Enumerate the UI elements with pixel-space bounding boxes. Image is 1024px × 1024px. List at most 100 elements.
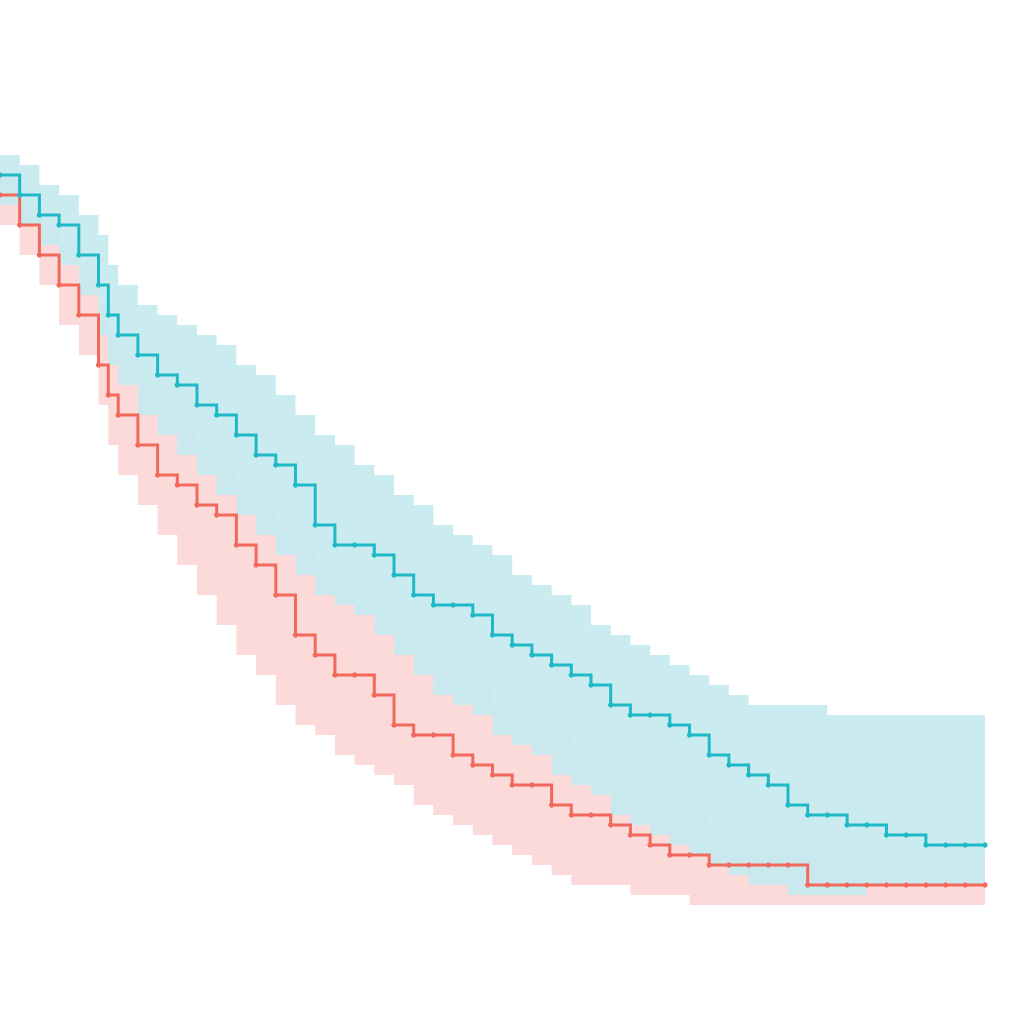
data-point-red-47 [903,882,909,888]
data-point-red-4 [76,312,82,318]
data-point-teal-0 [0,172,3,178]
data-point-teal-32 [608,702,614,708]
censor-markers [0,172,988,888]
data-point-red-33 [627,832,634,838]
confidence-band-red [0,175,985,905]
data-point-teal-48 [923,842,929,848]
data-point-red-5 [95,362,102,368]
data-point-red-34 [647,842,653,848]
data-point-red-51 [982,882,988,888]
data-point-teal-7 [115,332,121,338]
data-point-teal-21 [391,572,397,578]
data-point-red-0 [0,192,3,198]
data-point-red-35 [667,852,673,858]
data-point-teal-16 [292,482,299,488]
data-point-teal-13 [233,432,239,438]
data-point-teal-5 [95,282,102,288]
data-point-red-2 [36,252,43,258]
data-point-teal-12 [214,412,220,418]
data-point-red-3 [56,282,62,288]
data-point-red-28 [529,782,535,788]
data-point-red-8 [135,442,141,448]
data-point-teal-51 [982,842,988,848]
data-point-teal-6 [105,312,111,318]
data-point-teal-45 [864,822,870,828]
data-point-red-17 [312,652,318,658]
data-point-red-24 [450,752,456,758]
data-point-red-44 [844,882,850,888]
data-point-teal-34 [647,712,653,718]
data-point-teal-1 [17,192,23,198]
data-point-teal-33 [627,712,634,718]
data-point-red-23 [430,732,436,738]
data-point-red-16 [292,632,299,638]
data-point-teal-27 [509,642,515,648]
data-point-red-10 [174,482,180,488]
data-point-red-49 [943,882,949,888]
data-point-teal-20 [371,552,377,558]
data-point-red-21 [391,722,397,728]
data-point-teal-46 [883,832,890,838]
data-point-red-32 [608,822,614,828]
data-point-red-38 [726,862,732,868]
data-point-teal-15 [273,462,279,468]
data-point-red-18 [332,672,338,678]
data-point-teal-26 [489,632,496,638]
data-point-red-43 [824,882,831,888]
data-point-red-41 [785,862,791,868]
data-point-teal-3 [56,222,62,228]
data-point-red-25 [470,762,476,768]
data-point-teal-38 [726,762,732,768]
data-point-red-14 [253,562,259,568]
data-point-teal-44 [844,822,850,828]
confidence-bands [0,155,985,905]
data-point-red-30 [568,812,574,818]
data-point-teal-40 [765,782,771,788]
data-point-teal-24 [450,602,456,608]
data-point-red-22 [411,732,417,738]
data-point-teal-35 [667,722,673,728]
data-point-red-9 [155,472,161,478]
confidence-band-teal [0,155,985,895]
data-point-teal-4 [76,252,82,258]
data-point-red-45 [864,882,870,888]
data-point-teal-36 [686,732,693,738]
data-point-red-39 [746,862,752,868]
data-point-red-31 [588,812,594,818]
data-point-teal-10 [174,382,180,388]
data-point-teal-47 [903,832,909,838]
data-point-teal-22 [411,592,417,598]
data-point-teal-25 [470,612,476,618]
data-point-teal-8 [135,352,141,358]
data-point-red-15 [273,592,279,598]
data-point-teal-41 [785,802,791,808]
data-point-red-36 [686,852,693,858]
data-point-teal-30 [568,672,574,678]
data-point-teal-11 [194,402,200,408]
data-point-red-12 [214,512,220,518]
data-point-red-48 [923,882,929,888]
data-point-red-27 [509,782,515,788]
data-point-teal-31 [588,682,594,688]
data-point-teal-42 [805,812,811,818]
data-point-red-29 [549,802,555,808]
data-point-teal-50 [962,842,968,848]
data-point-red-1 [17,222,23,228]
data-point-red-7 [115,412,121,418]
data-point-teal-9 [155,372,161,378]
data-point-teal-37 [706,752,712,758]
data-point-red-20 [371,692,377,698]
data-point-teal-29 [549,662,555,668]
data-point-red-19 [352,672,358,678]
data-point-red-13 [233,542,239,548]
data-point-teal-39 [746,772,752,778]
data-point-teal-18 [332,542,338,548]
data-point-red-6 [105,392,111,398]
data-point-red-11 [194,502,200,508]
data-point-teal-43 [824,812,831,818]
data-point-red-42 [805,882,811,888]
data-point-teal-2 [36,212,43,218]
data-point-teal-23 [430,602,436,608]
data-point-red-26 [489,772,496,778]
